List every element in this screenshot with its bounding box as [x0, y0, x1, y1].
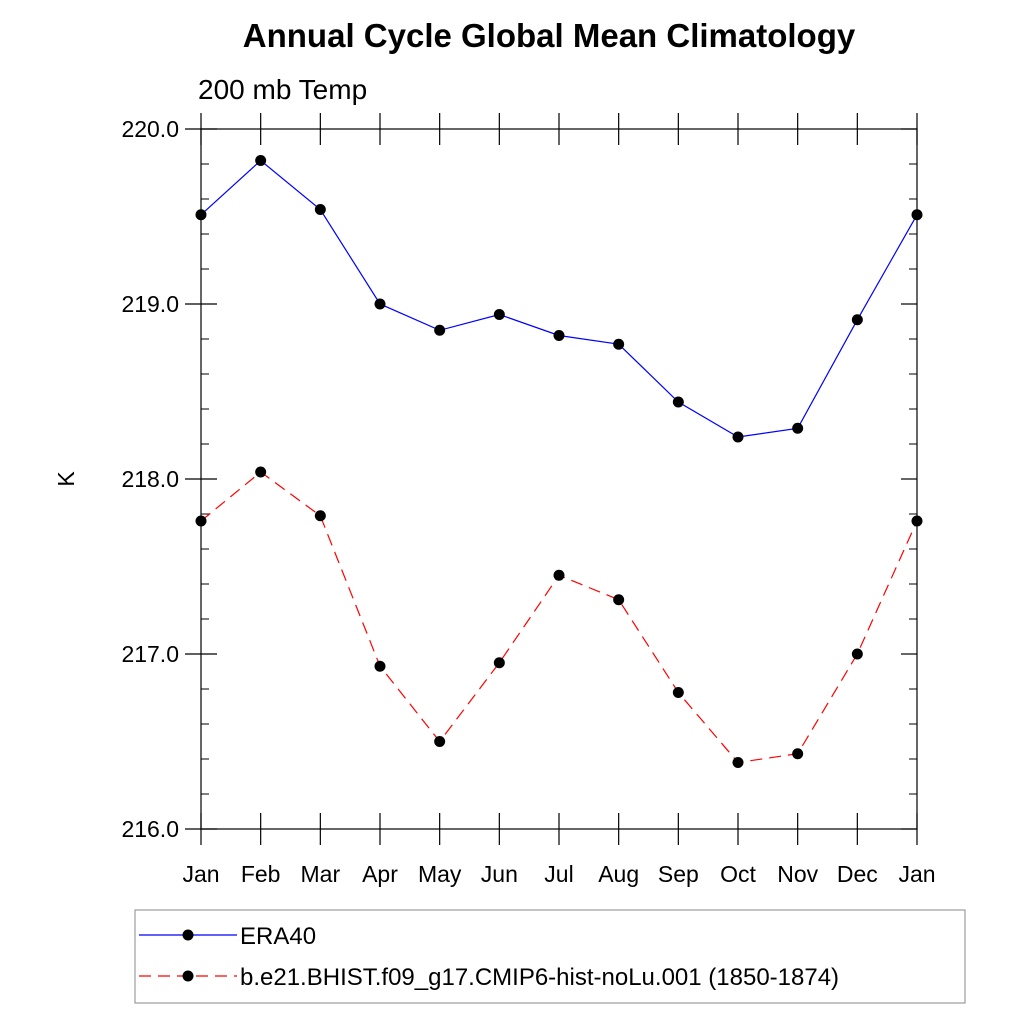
x-tick-labels: Jan Feb Mar Apr May Jun Jul Aug Sep Oct Nov Dec Jan: [182, 861, 935, 887]
legend: ERA40 b.e21.BHIST.f09_g17.CMIP6-hist-noL…: [134, 909, 966, 1004]
data-point-era40: [493, 309, 505, 320]
series-lines: [200, 159, 918, 764]
y-tick-label: 219.0: [121, 291, 179, 317]
x-tick-label: Oct: [720, 861, 756, 887]
x-tick-label: Jun: [481, 861, 518, 887]
data-point-era40: [374, 298, 386, 310]
data-point-model: [314, 510, 326, 522]
x-tick-label: Aug: [598, 861, 639, 887]
legend-entry-era40: ERA40: [139, 923, 316, 950]
y-axis-label: K: [53, 471, 79, 487]
data-point-model: [613, 594, 625, 606]
chart-title: Annual Cycle Global Mean Climatology: [243, 17, 856, 54]
major-ticks: [185, 113, 918, 845]
legend-marker-era40: [182, 929, 194, 941]
legend-marker-model: [182, 970, 194, 982]
plot-frame: [200, 128, 918, 830]
data-point-model: [851, 648, 863, 660]
x-tick-label: Feb: [241, 861, 281, 887]
x-tick-label: Jul: [544, 861, 573, 887]
data-point-model: [553, 569, 565, 581]
x-tick-label: Sep: [658, 861, 699, 887]
data-point-era40: [314, 204, 326, 215]
minor-ticks: [201, 163, 917, 795]
legend-label-era40: ERA40: [240, 923, 316, 950]
data-point-era40: [732, 431, 744, 443]
data-point-model: [792, 748, 804, 760]
y-tick-label: 218.0: [121, 466, 179, 492]
data-point-model: [255, 466, 267, 478]
data-point-era40: [613, 338, 625, 350]
data-point-model: [434, 736, 446, 747]
data-point-era40: [851, 314, 863, 326]
y-tick-label: 220.0: [121, 116, 179, 142]
data-point-era40: [255, 155, 267, 166]
data-point-model: [732, 757, 744, 768]
x-tick-label: Jan: [182, 861, 219, 887]
series-line-model: [200, 471, 918, 764]
y-tick-labels: 216.0 217.0 218.0 219.0 220.0: [121, 116, 179, 842]
data-point-era40: [434, 324, 446, 336]
y-tick-label: 217.0: [121, 641, 179, 667]
legend-label-model: b.e21.BHIST.f09_g17.CMIP6-hist-noLu.001 …: [240, 964, 839, 991]
data-point-model: [493, 657, 505, 669]
chart-subtitle: 200 mb Temp: [198, 74, 367, 105]
x-tick-label: Jan: [898, 861, 935, 887]
data-point-model: [672, 687, 684, 698]
data-point-model: [374, 660, 386, 672]
series-line-era40: [200, 159, 918, 438]
x-tick-label: Apr: [362, 861, 398, 887]
series-points: [195, 155, 923, 768]
data-point-era40: [553, 330, 565, 341]
x-tick-label: Dec: [837, 861, 878, 887]
y-tick-label: 216.0: [121, 816, 179, 842]
data-point-era40: [672, 396, 684, 408]
x-tick-label: Nov: [777, 861, 818, 887]
data-point-era40: [792, 422, 804, 434]
legend-entry-model: b.e21.BHIST.f09_g17.CMIP6-hist-noLu.001 …: [139, 964, 839, 991]
x-tick-label: May: [418, 861, 462, 887]
legend-box: [134, 909, 966, 1004]
x-tick-label: Mar: [301, 861, 341, 887]
